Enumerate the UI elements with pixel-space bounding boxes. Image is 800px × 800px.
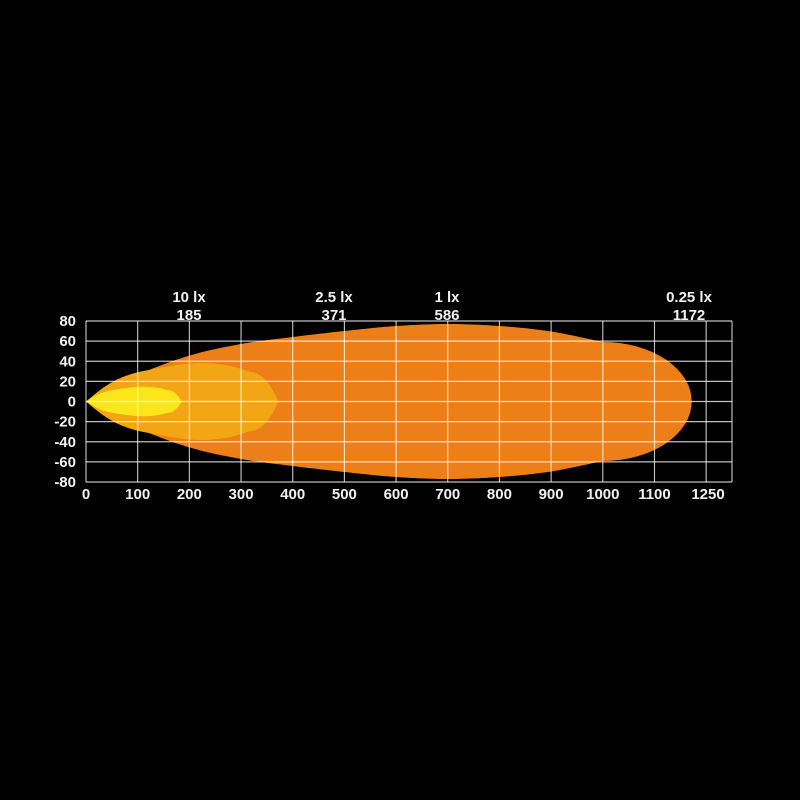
svg-text:371: 371 bbox=[321, 307, 346, 324]
svg-text:600: 600 bbox=[384, 486, 409, 503]
svg-text:0: 0 bbox=[82, 486, 90, 503]
svg-text:300: 300 bbox=[229, 486, 254, 503]
svg-text:586: 586 bbox=[434, 307, 459, 324]
svg-text:80: 80 bbox=[59, 313, 76, 330]
svg-text:1 lx: 1 lx bbox=[434, 289, 460, 306]
svg-text:10 lx: 10 lx bbox=[172, 289, 206, 306]
svg-text:40: 40 bbox=[59, 353, 76, 370]
svg-text:700: 700 bbox=[435, 486, 460, 503]
svg-text:20: 20 bbox=[59, 373, 76, 390]
svg-text:1100: 1100 bbox=[638, 486, 671, 503]
svg-text:1000: 1000 bbox=[586, 486, 619, 503]
svg-text:-80: -80 bbox=[54, 474, 76, 491]
svg-text:100: 100 bbox=[125, 486, 150, 503]
svg-text:400: 400 bbox=[280, 486, 305, 503]
svg-text:900: 900 bbox=[539, 486, 564, 503]
svg-text:0: 0 bbox=[68, 394, 76, 411]
svg-text:2.5 lx: 2.5 lx bbox=[315, 289, 353, 306]
svg-text:200: 200 bbox=[177, 486, 202, 503]
svg-text:185: 185 bbox=[176, 307, 201, 324]
svg-text:-60: -60 bbox=[54, 454, 76, 471]
svg-text:500: 500 bbox=[332, 486, 357, 503]
svg-text:-20: -20 bbox=[54, 414, 76, 431]
svg-text:60: 60 bbox=[59, 333, 76, 350]
svg-text:0.25 lx: 0.25 lx bbox=[666, 289, 713, 306]
svg-text:1172: 1172 bbox=[673, 307, 706, 324]
svg-text:-40: -40 bbox=[54, 434, 76, 451]
svg-text:800: 800 bbox=[487, 486, 512, 503]
svg-text:1250: 1250 bbox=[691, 486, 724, 503]
